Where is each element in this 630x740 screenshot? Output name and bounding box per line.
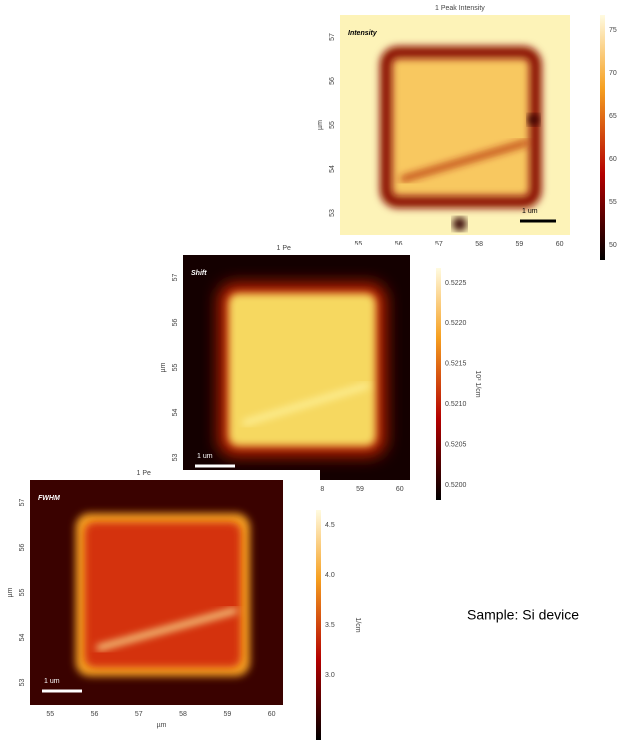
colorbar: [316, 510, 321, 740]
map-dot: [452, 217, 467, 231]
y-tick-label: 56: [329, 77, 336, 85]
x-tick-label: 58: [475, 241, 483, 248]
map-frame: [380, 46, 542, 209]
colorbar-tick-label: 70: [609, 70, 617, 77]
panel-label: FWHM: [38, 495, 60, 502]
y-tick-label: 57: [172, 274, 179, 282]
x-tick-label: 60: [268, 711, 276, 718]
x-tick-label: 55: [355, 241, 363, 248]
panel-title: 1 Pe: [137, 470, 152, 477]
x-tick-label: 58: [316, 486, 324, 493]
y-tick-label: 56: [19, 544, 26, 552]
caption: Sample: Si device: [467, 607, 579, 623]
y-tick-label: 55: [329, 121, 336, 129]
x-tick-label: 59: [223, 711, 231, 718]
panel: 1 Peak Intensity Intensity 1 um 57 56 55 54 53 µ…: [317, 5, 617, 260]
colorbar-label: 10³ 1/cm: [474, 370, 481, 397]
y-tick-label: 53: [172, 454, 179, 462]
x-tick-label: 59: [516, 241, 524, 248]
y-tick-label: 54: [172, 409, 179, 417]
map-inner: [228, 293, 376, 447]
colorbar-tick-label: 55: [609, 199, 617, 206]
colorbar-tick-label: 75: [609, 27, 617, 34]
y-tick-label: 54: [19, 634, 26, 642]
y-tick-label: 53: [19, 679, 26, 687]
colorbar-tick-label: 0.5220: [445, 320, 467, 327]
map-dot: [527, 113, 540, 126]
colorbar-tick-label: 3.5: [325, 622, 335, 629]
x-tick-label: 60: [396, 486, 404, 493]
y-tick-label: 53: [329, 209, 336, 217]
x-axis-label: µm: [157, 722, 167, 729]
colorbar-tick-label: 0.5225: [445, 280, 467, 287]
colorbar-tick-label: 50: [609, 242, 617, 249]
colorbar: [436, 268, 441, 500]
y-tick-label: 57: [19, 499, 26, 507]
x-tick-label: 60: [556, 241, 564, 248]
y-tick-label: 54: [329, 165, 336, 173]
colorbar-tick-label: 4.5: [325, 522, 335, 529]
y-tick-label: 57: [329, 33, 336, 41]
colorbar-tick-label: 60: [609, 156, 617, 163]
x-tick-label: 57: [435, 241, 443, 248]
panel-label: Intensity: [348, 30, 378, 37]
y-axis-label: µm: [317, 120, 324, 130]
colorbar-tick-label: 0.5205: [445, 441, 467, 448]
colorbar-tick-label: 0.5215: [445, 361, 467, 368]
colorbar: [600, 15, 605, 260]
y-tick-label: 55: [172, 364, 179, 372]
x-tick-label: 59: [356, 486, 364, 493]
map-stripe: [400, 139, 529, 182]
colorbar-tick-label: 0.5210: [445, 401, 467, 408]
x-tick-label: 57: [135, 711, 143, 718]
y-axis-label: µm: [160, 362, 167, 372]
panel: 1 Pe FWHM 1 um 57 56 55 54 53 µm 55 56 57 58 59 60 µm 4.…: [7, 470, 361, 740]
colorbar-tick-label: 0.5200: [445, 482, 467, 489]
colorbar-tick-label: 3.0: [325, 672, 335, 679]
colorbar-tick-label: 4.0: [325, 572, 335, 579]
x-tick-label: 58: [179, 711, 187, 718]
scale-bar-label: 1 um: [522, 208, 538, 215]
y-axis-label: µm: [7, 587, 14, 597]
colorbar-label: 1/cm: [354, 617, 361, 632]
map-stripe: [96, 607, 238, 651]
panel-title: 1 Peak Intensity: [435, 5, 485, 12]
map-stripe: [242, 382, 370, 426]
x-tick-label: 56: [91, 711, 99, 718]
colorbar-tick-label: 65: [609, 113, 617, 120]
map-inner: [386, 52, 536, 203]
panel-title: 1 Pe: [277, 245, 292, 252]
scale-bar-label: 1 um: [197, 453, 213, 460]
y-tick-label: 56: [172, 319, 179, 327]
y-tick-label: 55: [19, 589, 26, 597]
x-tick-label: 56: [395, 241, 403, 248]
x-tick-label: 55: [46, 711, 54, 718]
panel-label: Shift: [191, 270, 207, 277]
scale-bar-label: 1 um: [44, 678, 60, 685]
map-inner: [84, 522, 242, 668]
